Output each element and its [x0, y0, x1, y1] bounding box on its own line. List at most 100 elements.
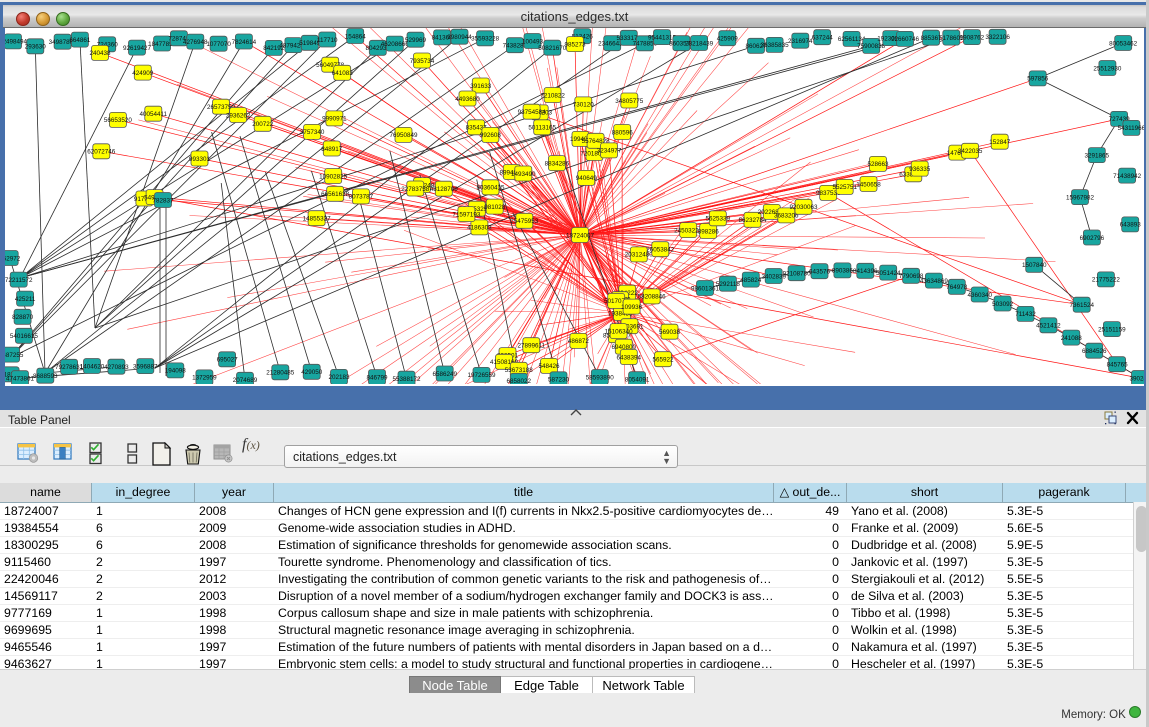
svg-text:50113165: 50113165 — [528, 125, 556, 132]
svg-text:15106340: 15106340 — [605, 328, 634, 335]
svg-text:9990971: 9990971 — [322, 116, 347, 123]
svg-text:2074689: 2074689 — [233, 377, 258, 384]
svg-text:845765: 845765 — [1107, 362, 1129, 369]
svg-text:664861: 664861 — [69, 37, 91, 44]
svg-text:695027: 695027 — [217, 357, 239, 364]
svg-text:58208846: 58208846 — [638, 294, 667, 301]
svg-text:2936262: 2936262 — [226, 112, 251, 119]
svg-text:109936: 109936 — [621, 304, 643, 311]
svg-text:40054411: 40054411 — [140, 111, 168, 118]
svg-text:3422035: 3422035 — [958, 148, 983, 155]
svg-text:72211572: 72211572 — [5, 277, 33, 284]
svg-text:62561134: 62561134 — [838, 36, 866, 43]
svg-text:22783758: 22783758 — [401, 186, 430, 193]
svg-text:93754584: 93754584 — [518, 109, 547, 116]
svg-text:80360415: 80360415 — [476, 185, 505, 192]
svg-text:643576: 643576 — [809, 269, 831, 276]
svg-text:7824614: 7824614 — [232, 39, 257, 46]
svg-text:890386: 890386 — [832, 268, 854, 275]
svg-text:6858022: 6858022 — [507, 378, 532, 384]
svg-text:4493680: 4493680 — [455, 96, 480, 103]
svg-text:4360340: 4360340 — [967, 292, 992, 299]
svg-text:711432: 711432 — [1015, 311, 1036, 318]
svg-text:880596: 880596 — [612, 129, 634, 136]
svg-text:429050: 429050 — [301, 369, 323, 376]
svg-text:6884526: 6884526 — [1082, 348, 1107, 355]
svg-text:71438942: 71438942 — [1113, 173, 1142, 180]
svg-text:35593228: 35593228 — [471, 36, 500, 43]
svg-text:8414396: 8414396 — [853, 268, 878, 275]
svg-text:86232784: 86232784 — [738, 217, 767, 224]
svg-text:92030063: 92030063 — [789, 204, 818, 211]
svg-text:6438394: 6438394 — [617, 354, 642, 361]
svg-text:194098: 194098 — [165, 368, 187, 375]
svg-text:25475953: 25475953 — [510, 218, 539, 225]
svg-text:992608: 992608 — [480, 132, 502, 139]
svg-text:2316974: 2316974 — [788, 38, 813, 45]
svg-text:1077070: 1077070 — [206, 41, 231, 48]
svg-text:18724007: 18724007 — [566, 232, 595, 239]
svg-text:985273: 985273 — [564, 41, 586, 48]
svg-text:503092: 503092 — [992, 301, 1014, 308]
svg-text:390241: 390241 — [1129, 375, 1144, 382]
svg-text:25512930: 25512930 — [1093, 65, 1122, 72]
svg-text:587230: 587230 — [548, 377, 570, 384]
svg-text:7361524: 7361524 — [1069, 302, 1094, 309]
svg-text:828870: 828870 — [12, 314, 34, 321]
svg-text:43634869: 43634869 — [920, 278, 949, 285]
svg-text:764978: 764978 — [946, 284, 968, 291]
svg-text:92108780: 92108780 — [783, 271, 812, 278]
svg-text:4276948: 4276948 — [183, 39, 208, 46]
svg-text:5625339: 5625339 — [706, 216, 731, 223]
svg-text:552972: 552972 — [5, 255, 21, 262]
svg-text:8834286: 8834286 — [545, 160, 570, 167]
svg-text:21280485: 21280485 — [266, 370, 295, 377]
svg-text:75900838: 75900838 — [857, 43, 886, 50]
svg-text:5525751: 5525751 — [832, 184, 857, 191]
svg-text:4186303: 4186303 — [467, 225, 492, 232]
svg-text:15967982: 15967982 — [1066, 194, 1095, 201]
svg-text:993301: 993301 — [189, 156, 211, 163]
svg-text:637244: 637244 — [812, 35, 834, 42]
svg-text:1507840: 1507840 — [1022, 262, 1047, 269]
svg-text:36385835: 36385835 — [761, 42, 790, 49]
svg-text:1404620: 1404620 — [80, 363, 105, 370]
svg-text:48128709: 48128709 — [430, 186, 459, 193]
svg-text:3757340: 3757340 — [300, 129, 325, 136]
svg-text:154864: 154864 — [345, 33, 367, 40]
svg-text:425909: 425909 — [717, 36, 739, 43]
svg-text:1372959: 1372959 — [192, 375, 217, 382]
svg-text:202183: 202183 — [328, 374, 350, 381]
svg-text:66561638: 66561638 — [321, 191, 350, 198]
svg-text:6487255: 6487255 — [5, 352, 24, 359]
svg-text:8688593: 8688593 — [33, 373, 58, 380]
svg-text:3596887: 3596887 — [133, 363, 158, 370]
svg-text:1450658: 1450658 — [856, 181, 881, 188]
svg-text:56653520: 56653520 — [104, 117, 133, 124]
svg-text:782837: 782837 — [152, 197, 174, 204]
svg-text:4521412: 4521412 — [1036, 323, 1061, 330]
svg-text:240438: 240438 — [89, 50, 111, 57]
svg-text:643893: 643893 — [1120, 222, 1142, 229]
svg-text:485824: 485824 — [740, 277, 762, 284]
svg-text:92660746: 92660746 — [891, 36, 920, 43]
svg-text:936335: 936335 — [909, 166, 931, 173]
svg-text:62072746: 62072746 — [87, 149, 116, 156]
svg-text:9908762: 9908762 — [960, 34, 985, 41]
svg-text:7210822: 7210822 — [540, 92, 565, 99]
svg-text:3980944: 3980944 — [447, 34, 472, 41]
svg-text:10902825: 10902825 — [319, 173, 348, 180]
svg-text:5051424: 5051424 — [876, 270, 901, 277]
svg-text:7935734: 7935734 — [410, 58, 435, 65]
svg-text:47473861: 47473861 — [6, 376, 35, 383]
svg-text:71597193: 71597193 — [452, 211, 481, 218]
svg-text:6586249: 6586249 — [432, 371, 457, 378]
svg-text:846799: 846799 — [366, 374, 388, 381]
svg-text:5292118: 5292118 — [716, 281, 741, 288]
svg-text:14855327: 14855327 — [303, 216, 332, 223]
svg-text:981028: 981028 — [484, 204, 506, 211]
svg-text:569038: 569038 — [659, 329, 681, 336]
svg-text:1493490: 1493490 — [511, 171, 536, 178]
svg-text:391633: 391633 — [470, 83, 492, 90]
svg-text:3322106: 3322106 — [985, 34, 1010, 41]
